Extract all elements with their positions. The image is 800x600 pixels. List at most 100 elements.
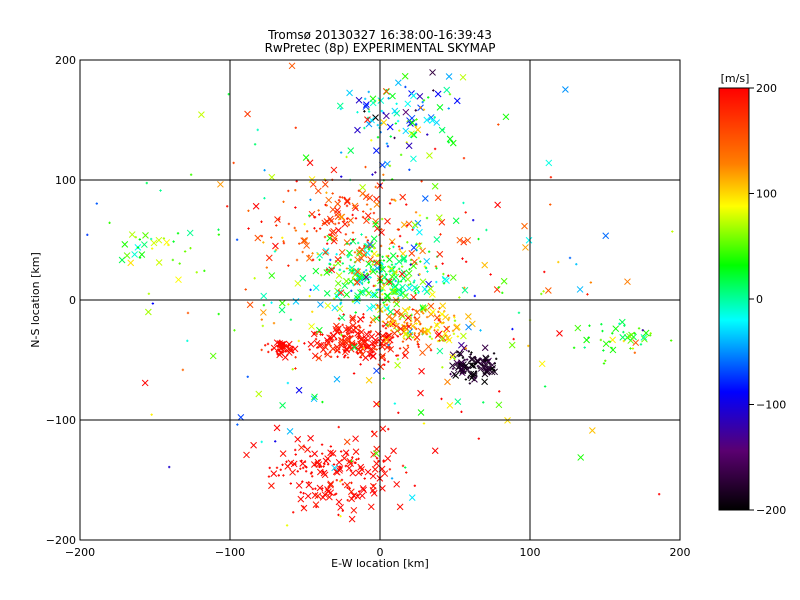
data-point-x-marker [464,313,472,320]
data-point-plus-marker [304,470,308,473]
data-point-plus-marker [332,297,336,300]
data-point-plus-marker [337,198,341,202]
data-point-plus-marker [390,329,393,332]
data-point-plus-marker [451,367,455,370]
data-point-plus-marker [203,269,206,273]
data-point-plus-marker [497,286,500,289]
data-point-x-marker [468,355,475,363]
data-point-plus-marker [318,213,321,216]
data-point-x-marker [155,259,163,266]
data-point-x-marker [292,298,300,305]
data-point-x-marker [429,291,436,298]
data-point-plus-marker [294,229,298,232]
data-point-plus-marker [338,268,342,271]
data-point-plus-marker [336,355,339,358]
chart-title: Tromsø 20130327 16:38:00-16:39:43 [267,28,492,42]
data-point-plus-marker [398,129,401,132]
data-point-plus-marker [381,263,384,266]
data-point-plus-marker [296,470,299,473]
data-point-plus-marker [341,196,344,199]
data-point-plus-marker [367,281,370,284]
data-point-plus-marker [305,230,309,233]
data-point-x-marker [429,69,436,76]
data-point-plus-marker [422,99,426,102]
data-point-plus-marker [300,459,303,463]
data-point-plus-marker [369,207,372,211]
data-point-x-marker [405,269,413,277]
data-point-plus-marker [334,338,338,341]
data-point-plus-marker [360,472,364,475]
data-point-plus-marker [396,335,400,338]
data-point-plus-marker [411,308,414,311]
data-point-x-marker [438,126,446,134]
data-point-plus-marker [346,498,349,502]
data-point-plus-marker [398,347,402,350]
data-point-x-marker [460,332,467,340]
data-point-x-marker [357,463,365,471]
data-point-plus-marker [407,283,410,287]
data-point-x-marker [438,218,446,226]
data-point-plus-marker [235,238,239,241]
colorbar-tick-label: 200 [756,82,777,95]
data-point-plus-marker [427,250,431,253]
data-point-plus-marker [426,133,429,136]
data-point-plus-marker [291,345,295,349]
data-point-plus-marker [324,343,327,346]
data-point-plus-marker [321,487,324,490]
data-point-x-marker [311,450,319,458]
data-point-x-marker [576,286,584,293]
data-point-plus-marker [350,289,353,293]
data-point-plus-marker [171,258,175,262]
data-point-x-marker [308,210,316,218]
data-point-plus-marker [150,247,154,250]
data-point-plus-marker [399,153,403,157]
data-point-x-marker [454,398,462,405]
data-point-x-marker [491,368,498,376]
data-point-x-marker [377,97,385,104]
data-point-x-marker [337,289,345,297]
data-point-plus-marker [189,246,192,250]
data-point-x-marker [352,204,359,212]
data-point-plus-marker [359,363,362,366]
data-point-plus-marker [329,263,332,266]
data-point-plus-marker [401,340,405,343]
data-point-x-marker [359,190,367,198]
data-point-plus-marker [413,316,417,319]
data-point-plus-marker [629,347,632,350]
data-point-plus-marker [413,279,416,282]
data-point-plus-marker [440,397,443,401]
data-point-plus-marker [172,240,175,243]
data-point-x-marker [369,268,377,275]
data-point-plus-marker [441,262,444,265]
data-point-plus-marker [382,301,385,304]
data-point-plus-marker [482,401,485,404]
data-point-plus-marker [602,349,605,352]
data-point-plus-marker [368,245,371,249]
data-point-plus-marker [474,356,477,359]
data-point-plus-marker [382,283,385,286]
data-point-plus-marker [339,450,343,453]
data-point-plus-marker [354,217,358,220]
data-point-plus-marker [367,248,370,251]
data-point-plus-marker [294,188,297,192]
data-point-plus-marker [363,244,366,248]
data-point-x-marker [431,447,439,455]
data-point-x-marker [279,450,287,457]
data-point-x-marker [341,220,349,228]
data-point-plus-marker [339,480,342,483]
data-point-plus-marker [485,228,488,232]
data-point-plus-marker [382,259,386,262]
data-point-x-marker [317,341,325,349]
data-point-plus-marker [398,267,401,271]
data-point-plus-marker [394,319,397,323]
data-point-plus-marker [292,511,295,514]
data-point-plus-marker [435,267,438,270]
data-point-plus-marker [367,110,371,113]
data-point-x-marker [363,101,370,108]
data-point-plus-marker [427,96,430,99]
data-point-x-marker [298,444,305,451]
data-point-plus-marker [151,302,155,305]
data-point-plus-marker [253,143,257,146]
data-point-x-marker [348,488,355,496]
data-point-x-marker [421,328,429,336]
